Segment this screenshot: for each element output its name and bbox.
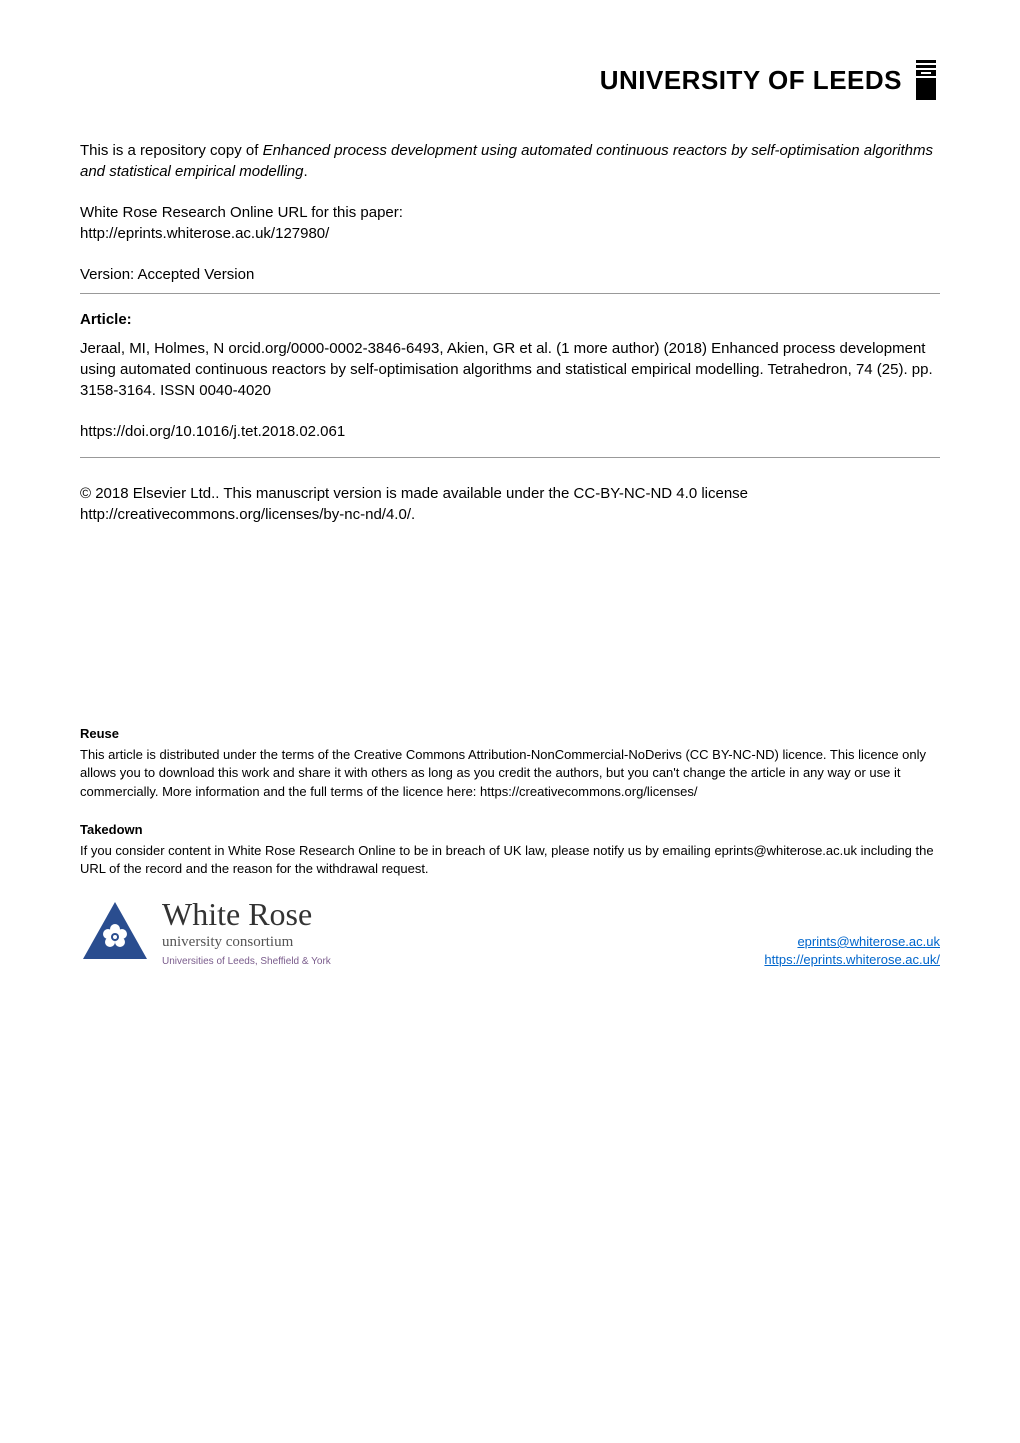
- repository-intro: This is a repository copy of Enhanced pr…: [80, 140, 940, 182]
- divider-2: [80, 457, 940, 458]
- white-rose-subsub: Universities of Leeds, Sheffield & York: [162, 955, 331, 969]
- footer-links: eprints@whiterose.ac.uk https://eprints.…: [764, 933, 940, 969]
- intro-prefix: This is a repository copy of: [80, 142, 263, 159]
- page-footer: White Rose university consortium Univers…: [80, 898, 940, 969]
- logo-container: UNIVERSITY OF LEEDS: [600, 60, 940, 100]
- divider-1: [80, 293, 940, 294]
- white-rose-text: White Rose university consortium Univers…: [162, 898, 331, 969]
- takedown-heading: Takedown: [80, 821, 940, 839]
- white-rose-subtitle: university consortium: [162, 932, 331, 953]
- reuse-heading: Reuse: [80, 725, 940, 743]
- takedown-body: If you consider content in White Rose Re…: [80, 842, 940, 878]
- takedown-section: Takedown If you consider content in Whit…: [80, 821, 940, 879]
- url-section: White Rose Research Online URL for this …: [80, 202, 940, 244]
- header-logo-block: UNIVERSITY OF LEEDS: [80, 60, 940, 100]
- repository-cover-page: UNIVERSITY OF LEEDS This is a repository…: [0, 0, 1020, 1443]
- article-citation: Jeraal, MI, Holmes, N orcid.org/0000-000…: [80, 338, 940, 401]
- reuse-section: Reuse This article is distributed under …: [80, 725, 940, 801]
- footer-site-link[interactable]: https://eprints.whiterose.ac.uk/: [764, 952, 940, 967]
- footer-email-link[interactable]: eprints@whiterose.ac.uk: [797, 934, 940, 949]
- reuse-body: This article is distributed under the te…: [80, 746, 940, 801]
- white-rose-name: White Rose: [162, 898, 331, 930]
- paper-url: http://eprints.whiterose.ac.uk/127980/: [80, 223, 940, 244]
- white-rose-logo: White Rose university consortium Univers…: [80, 898, 331, 969]
- intro-suffix: .: [303, 163, 307, 180]
- university-of-leeds-icon: [912, 60, 940, 100]
- university-name: UNIVERSITY OF LEEDS: [600, 62, 902, 98]
- url-label: White Rose Research Online URL for this …: [80, 202, 940, 223]
- article-section: Article: Jeraal, MI, Holmes, N orcid.org…: [80, 309, 940, 442]
- white-rose-icon: [80, 899, 150, 969]
- article-heading: Article:: [80, 309, 940, 330]
- license-text: © 2018 Elsevier Ltd.. This manuscript ve…: [80, 483, 940, 525]
- version-label: Version: Accepted Version: [80, 264, 940, 285]
- article-doi: https://doi.org/10.1016/j.tet.2018.02.06…: [80, 421, 940, 442]
